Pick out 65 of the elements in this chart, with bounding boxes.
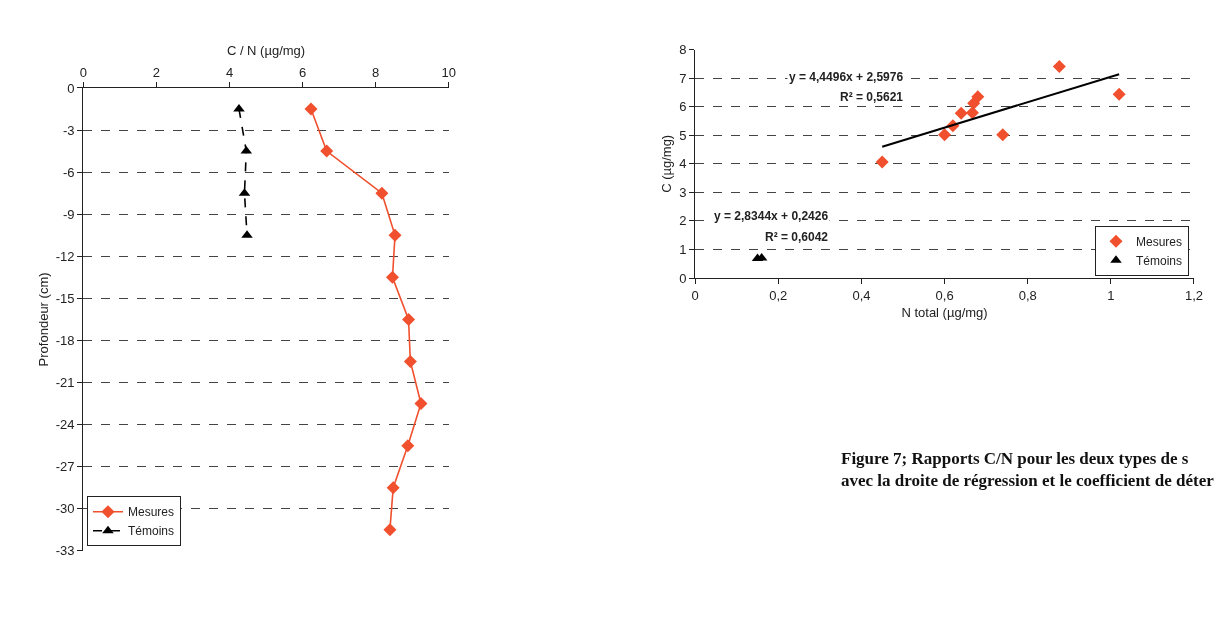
point	[304, 102, 318, 116]
legend-label: Mesures	[127, 505, 174, 520]
y-tick-label: -24	[55, 417, 75, 433]
y-tick-label: -9	[63, 206, 75, 222]
y-tick-label: 5	[679, 127, 687, 143]
x-tick-label: 8	[372, 64, 380, 80]
point	[1112, 87, 1126, 101]
y-tick-label: 6	[679, 99, 687, 115]
x-tick-label: 0,2	[769, 287, 788, 303]
x-tick-label: 0	[79, 64, 87, 80]
y-tick-label: 0	[67, 80, 75, 96]
point	[414, 397, 428, 411]
x-tick-label: 0,8	[1018, 287, 1037, 303]
x-tick-label: 0	[691, 287, 699, 303]
y-axis-title: Profondeur (cm)	[35, 272, 51, 367]
y-tick-label: -27	[55, 459, 75, 475]
point	[996, 128, 1010, 142]
x-tick-label: 4	[225, 64, 234, 80]
x-tick-label: 0,4	[852, 287, 871, 303]
point	[875, 155, 889, 169]
y-tick-label: -18	[55, 333, 75, 349]
y-tick-label: -3	[63, 122, 75, 138]
y-tick-label: -21	[55, 375, 75, 391]
legend-label: Témoins	[1135, 253, 1183, 268]
x-tick-label: 2	[152, 64, 161, 80]
y-tick-label: 7	[679, 70, 687, 86]
y-tick-label: -33	[55, 543, 75, 559]
point	[938, 128, 952, 142]
point	[320, 144, 334, 158]
x-tick-label: 0,6	[935, 287, 954, 303]
point	[403, 355, 417, 368]
annotation: y = 2,8344x + 0,2426	[714, 209, 829, 223]
point	[401, 439, 415, 453]
point	[385, 270, 399, 284]
caption: Figure 7; Rapports C/N pour les deux types de s avec la droite de régression et le coefficient de déter	[841, 449, 1215, 491]
point	[375, 186, 389, 200]
point	[954, 106, 968, 120]
y-tick-label: 8	[679, 42, 687, 58]
x-tick-label: 1	[1107, 287, 1115, 303]
x-axis-title: C / N (µg/mg)	[226, 42, 306, 58]
x-tick-label: 1,2	[1184, 287, 1204, 303]
legend-label: Témoins	[127, 524, 174, 539]
y-tick-label: 4	[679, 156, 687, 172]
x-tick-label: 10	[441, 64, 456, 80]
x-tick-label: 6	[298, 64, 307, 80]
point	[386, 481, 400, 495]
point	[383, 523, 397, 537]
y-tick-label: 2	[679, 213, 687, 229]
legend-label: Mesures	[1135, 234, 1183, 249]
y-tick-label: -15	[55, 290, 75, 306]
y-tick-label: 1	[679, 242, 687, 258]
y-tick-label: 3	[679, 184, 687, 200]
point	[1052, 59, 1066, 73]
x-axis-title: N total (µg/mg)	[901, 305, 988, 321]
annotation: y = 4,4496x + 2,5976	[789, 70, 904, 84]
point	[388, 228, 402, 242]
y-tick-label: -12	[55, 248, 75, 264]
point	[971, 90, 985, 104]
annotation: R² = 0,6042	[765, 230, 829, 244]
y-tick-label: -6	[63, 164, 75, 180]
y-tick-label: -30	[55, 501, 75, 517]
point	[402, 312, 416, 326]
y-axis-title: C (µg/mg)	[659, 134, 675, 193]
annotation: R² = 0,5621	[840, 90, 904, 104]
y-tick-label: 0	[679, 270, 687, 286]
